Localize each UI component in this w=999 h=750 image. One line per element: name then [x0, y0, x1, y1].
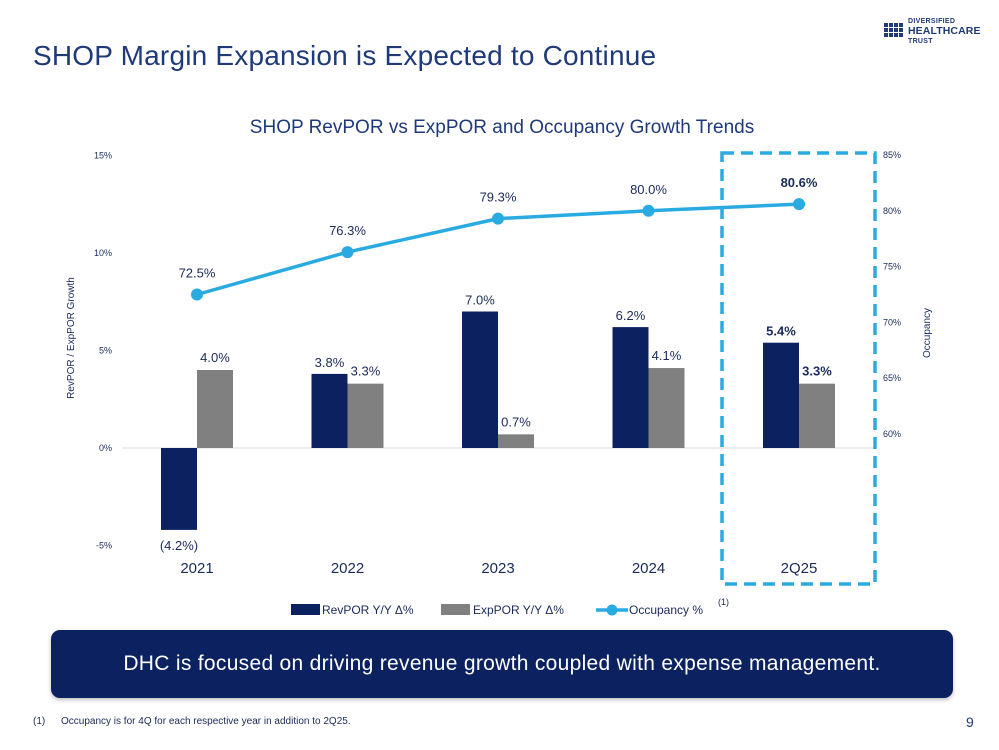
legend-label-occupancy: Occupancy % [629, 603, 703, 617]
exppor-data-label: 0.7% [501, 414, 531, 429]
revpor-bar [161, 448, 197, 530]
exppor-bar [498, 434, 534, 448]
occupancy-point [492, 212, 504, 225]
footnote-text: Occupancy is for 4Q for each respective … [61, 716, 351, 727]
occupancy-data-label: 79.3% [480, 190, 517, 205]
y-left-tick-label: 10% [94, 248, 112, 258]
x-category-label: 2022 [331, 560, 364, 577]
revpor-data-label: 7.0% [465, 293, 495, 308]
occupancy-point [341, 246, 354, 259]
y-right-tick-label: 65% [883, 373, 901, 383]
revpor-data-label: (4.2%) [160, 538, 198, 553]
legend-swatch-revpor [291, 604, 320, 615]
legend-marker-occupancy [606, 604, 618, 616]
footnote-number: (1) [33, 716, 46, 727]
occupancy-point [191, 288, 203, 301]
exppor-data-label: 3.3% [351, 364, 381, 379]
y-left-tick-label: 0% [99, 443, 112, 453]
y-left-axis-title: RevPOR / ExpPOR Growth [66, 277, 77, 399]
revpor-bar [612, 327, 649, 448]
y-right-tick-label: 80% [883, 206, 901, 216]
key-message-banner: DHC is focused on driving revenue growth… [51, 630, 953, 698]
logo-grid-icon [884, 23, 903, 37]
legend-label-exppor: ExpPOR Y/Y Δ% [473, 603, 564, 617]
logo-line-3: TRUST [908, 37, 933, 45]
occupancy-data-label: 72.5% [179, 266, 216, 281]
company-logo: DIVERSIFIED HEALTHCARE TRUST [884, 18, 994, 48]
occupancy-data-label: 76.3% [329, 223, 366, 238]
exppor-data-label: 4.1% [652, 348, 682, 363]
revpor-data-label: 3.8% [315, 355, 345, 370]
x-category-label: 2021 [180, 560, 213, 577]
legend-swatch-exppor [441, 604, 470, 615]
occupancy-point [642, 204, 655, 217]
exppor-bar [648, 368, 685, 448]
legend-footnote-marker: (1) [718, 597, 729, 607]
key-message-text: DHC is focused on driving revenue growth… [123, 652, 881, 675]
revpor-data-label: 6.2% [616, 308, 646, 323]
y-right-tick-label: 70% [883, 317, 901, 327]
combo-chart: SHOP RevPOR vs ExpPOR and Occupancy Grow… [66, 117, 933, 617]
y-right-tick-label: 85% [883, 150, 901, 160]
page-title: SHOP Margin Expansion is Expected to Con… [33, 40, 657, 71]
occupancy-point [793, 198, 805, 211]
y-left-tick-label: 5% [99, 346, 112, 356]
page-number: 9 [966, 714, 974, 730]
revpor-bar [462, 311, 498, 448]
highlight-box [720, 151, 877, 586]
exppor-bar [799, 383, 835, 448]
exppor-bar [347, 383, 384, 448]
legend-label-revpor: RevPOR Y/Y Δ% [322, 603, 414, 617]
logo-line-2: HEALTHCARE [908, 25, 981, 37]
revpor-data-label: 5.4% [766, 324, 796, 339]
y-right-tick-label: 75% [883, 262, 901, 272]
logo-line-1: DIVERSIFIED [908, 18, 956, 25]
x-category-label: 2023 [481, 560, 514, 577]
x-category-label: 2Q25 [781, 560, 818, 577]
x-category-label: 2024 [632, 560, 665, 577]
y-right-tick-label: 60% [883, 429, 901, 439]
revpor-bar [311, 373, 348, 448]
y-right-axis-title: Occupancy [922, 308, 933, 358]
y-left-tick-label: 15% [94, 151, 112, 161]
revpor-bar [763, 342, 799, 448]
occupancy-data-label: 80.0% [630, 182, 667, 197]
exppor-bar [197, 370, 233, 448]
y-left-tick-label: -5% [96, 541, 112, 551]
occupancy-data-label: 80.6% [781, 175, 818, 190]
chart-title: SHOP RevPOR vs ExpPOR and Occupancy Grow… [250, 117, 754, 138]
exppor-data-label: 3.3% [802, 364, 832, 379]
footnote: (1) Occupancy is for 4Q for each respecti… [33, 716, 351, 727]
exppor-data-label: 4.0% [200, 350, 230, 365]
